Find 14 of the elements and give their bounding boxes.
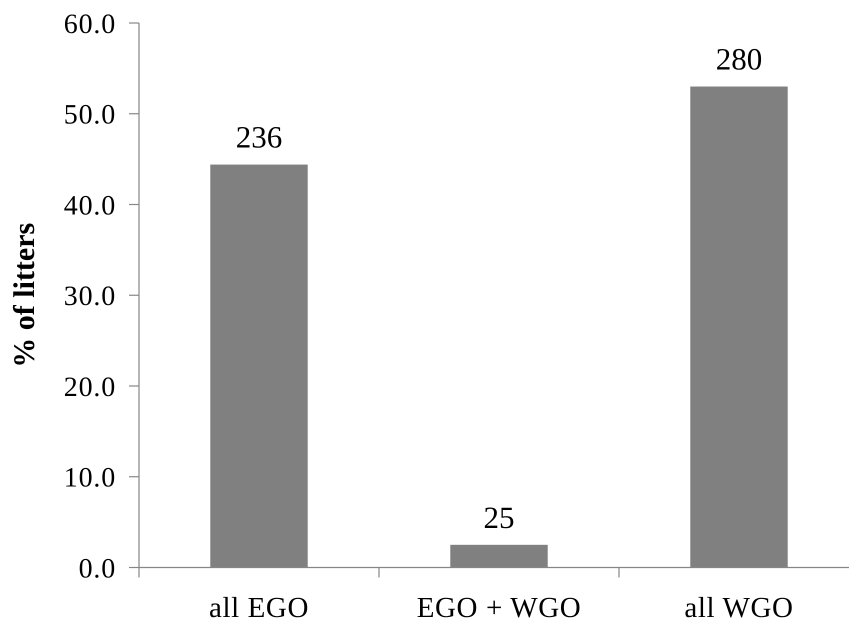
y-tick-label: 20.0: [64, 372, 116, 403]
x-tick-label: EGO + WGO: [416, 592, 582, 624]
y-tick-label: 40.0: [64, 190, 116, 222]
annotation: 236: [236, 120, 282, 155]
y-tick-label: 10.0: [64, 462, 116, 494]
annotation: 25: [484, 500, 514, 535]
y-axis-title: % of litters: [8, 222, 41, 368]
y-tick-label: 60.0: [64, 8, 116, 40]
x-tick-label: all WGO: [684, 592, 794, 624]
y-tick-label: 50.0: [64, 100, 116, 131]
y-tick-label: 0.0: [78, 553, 116, 584]
x-tick-label: all EGO: [208, 592, 310, 624]
y-tick-label: 30.0: [64, 281, 116, 312]
annotation: 280: [716, 42, 762, 77]
